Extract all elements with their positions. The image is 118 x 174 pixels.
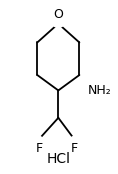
Text: O: O bbox=[53, 7, 63, 21]
Text: HCl: HCl bbox=[46, 152, 70, 166]
Text: NH₂: NH₂ bbox=[87, 84, 111, 97]
Ellipse shape bbox=[51, 14, 65, 27]
Ellipse shape bbox=[34, 136, 44, 148]
Text: F: F bbox=[71, 142, 78, 155]
Ellipse shape bbox=[77, 84, 98, 97]
Ellipse shape bbox=[70, 136, 79, 148]
Text: F: F bbox=[35, 142, 42, 155]
